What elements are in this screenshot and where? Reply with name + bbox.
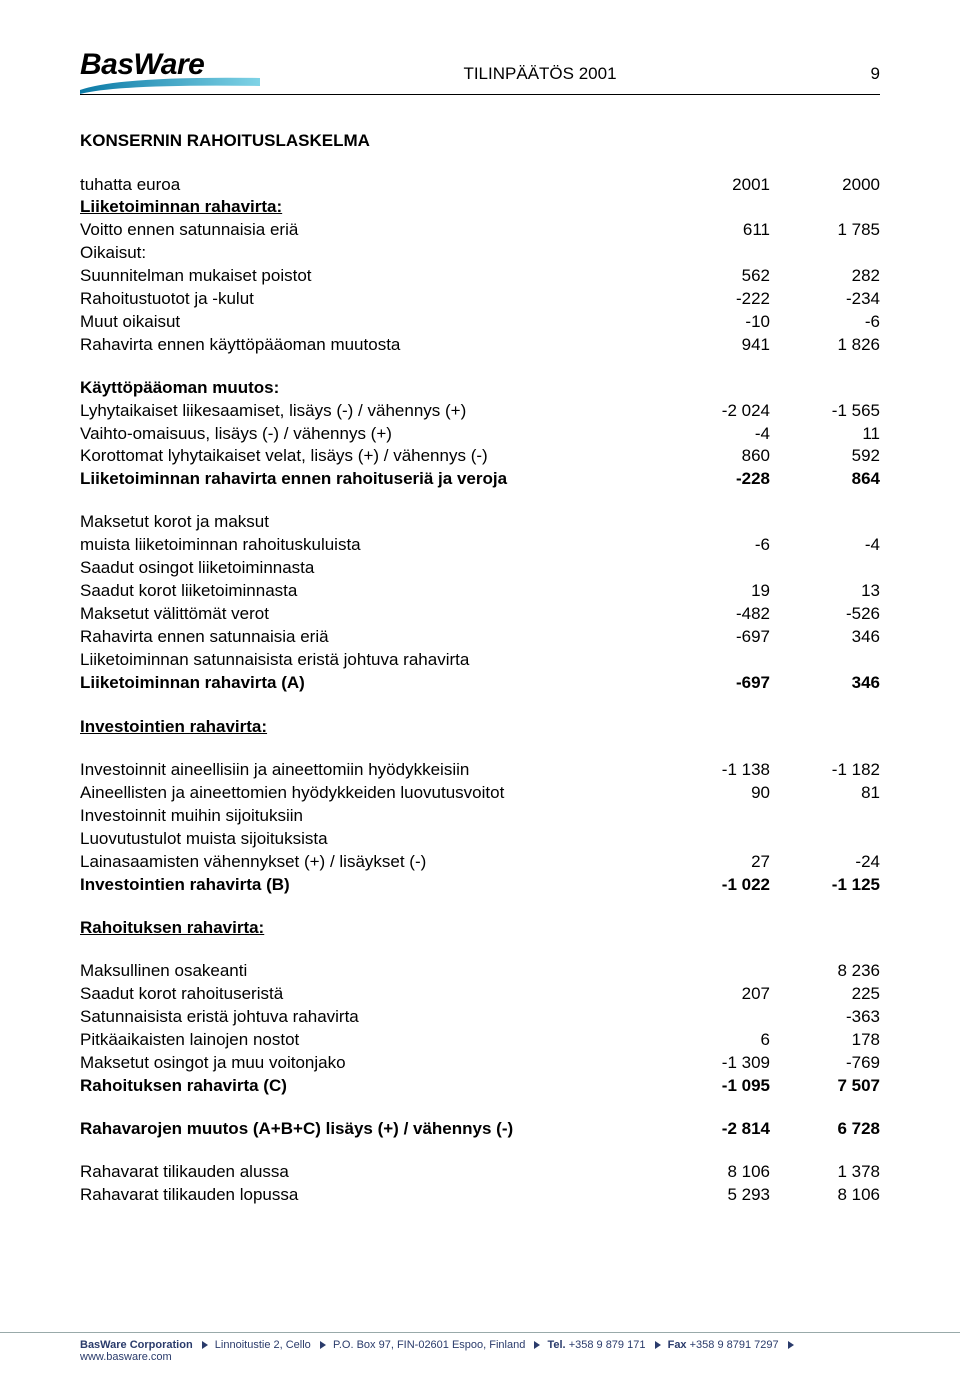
table-row: Liiketoiminnan rahavirta (A)-697346 (80, 672, 880, 695)
table-row: Rahavirta ennen käyttöpääoman muutosta94… (80, 334, 880, 357)
table-row: Maksullinen osakeanti8 236 (80, 960, 880, 983)
table-row: muista liiketoiminnan rahoituskuluista-6… (80, 534, 880, 557)
table-row: Liiketoiminnan rahavirta ennen rahoituse… (80, 468, 880, 491)
table-row: Korottomat lyhytaikaiset velat, lisäys (… (80, 445, 880, 468)
footer-tel: +358 9 879 171 (569, 1339, 646, 1351)
sect2-head: Käyttöpääoman muutos: (80, 377, 880, 400)
table-row: Maksetut osingot ja muu voitonjako-1 309… (80, 1052, 880, 1075)
table-row: Rahavirta ennen satunnaisia eriä-697346 (80, 626, 880, 649)
table-row: Muut oikaisut-10-6 (80, 311, 880, 334)
triangle-icon (788, 1341, 794, 1349)
footer-fax: +358 9 8791 7297 (690, 1339, 779, 1351)
header-title: TILINPÄÄTÖS 2001 (260, 64, 820, 90)
sect1-head: Liiketoiminnan rahavirta: (80, 197, 880, 217)
table-row: Suunnitelman mukaiset poistot562282 (80, 265, 880, 288)
table-row: Rahoituksen rahavirta (C)-1 0957 507 (80, 1075, 880, 1098)
page-header: BasWare TILINPÄÄTÖS 2001 9 (80, 48, 880, 90)
footer-tel-label: Tel. (547, 1339, 565, 1351)
triangle-icon (202, 1341, 208, 1349)
table-row: Oikaisut: (80, 242, 880, 265)
table-row: Rahavarat tilikauden lopussa5 2938 106 (80, 1184, 880, 1207)
table-row: Vaihto-omaisuus, lisäys (-) / vähennys (… (80, 423, 880, 446)
table-row: Maksetut välittömät verot-482-526 (80, 603, 880, 626)
triangle-icon (534, 1341, 540, 1349)
table-row: Rahavarat tilikauden alussa8 1061 378 (80, 1161, 880, 1184)
footer-corp: BasWare Corporation (80, 1339, 193, 1351)
col-2001: 2001 (660, 175, 770, 195)
table-row: Investointien rahavirta (B)-1 022-1 125 (80, 874, 880, 897)
triangle-icon (320, 1341, 326, 1349)
table-row: Liiketoiminnan satunnaisista eristä joht… (80, 649, 880, 672)
table-row: Saadut korot rahoituseristä207225 (80, 983, 880, 1006)
table-row: Voitto ennen satunnaisia eriä6111 785 (80, 219, 880, 242)
table-row: Saadut korot liiketoiminnasta1913 (80, 580, 880, 603)
table-row: Lainasaamisten vähennykset (+) / lisäyks… (80, 851, 880, 874)
header-divider (80, 94, 880, 95)
table-row: Rahavarojen muutos (A+B+C) lisäys (+) / … (80, 1118, 880, 1141)
footer-fax-label: Fax (668, 1339, 687, 1351)
table-row: Luovutustulot muista sijoituksista (80, 828, 880, 851)
table-row: Investoinnit muihin sijoituksiin (80, 805, 880, 828)
sect4-head: Investointien rahavirta: (80, 717, 880, 737)
logo: BasWare (80, 48, 260, 90)
col-2000: 2000 (770, 175, 880, 195)
triangle-icon (655, 1341, 661, 1349)
page-footer: BasWare Corporation Linnoitustie 2, Cell… (0, 1332, 960, 1363)
doc-title: KONSERNIN RAHOITUSLASKELMA (80, 131, 880, 151)
table-row: Lyhytaikaiset liikesaamiset, lisäys (-) … (80, 400, 880, 423)
logo-text: BasWare (80, 48, 204, 81)
table-row: Maksetut korot ja maksut (80, 511, 880, 534)
footer-pobox: P.O. Box 97, FIN-02601 Espoo, Finland (333, 1339, 525, 1351)
subtitle: tuhatta euroa (80, 175, 660, 195)
sect5-head: Rahoituksen rahavirta: (80, 918, 880, 938)
table-row: Saadut osingot liiketoiminnasta (80, 557, 880, 580)
table-row: Aineellisten ja aineettomien hyödykkeide… (80, 782, 880, 805)
footer-url: www.basware.com (80, 1351, 172, 1363)
column-header-row: tuhatta euroa 2001 2000 (80, 175, 880, 195)
table-row: Rahoitustuotot ja -kulut-222-234 (80, 288, 880, 311)
table-row: Satunnaisista eristä johtuva rahavirta-3… (80, 1006, 880, 1029)
table-row: Pitkäaikaisten lainojen nostot6178 (80, 1029, 880, 1052)
page-number: 9 (820, 64, 880, 90)
footer-address: Linnoitustie 2, Cello (215, 1339, 311, 1351)
table-row: Investoinnit aineellisiin ja aineettomii… (80, 759, 880, 782)
